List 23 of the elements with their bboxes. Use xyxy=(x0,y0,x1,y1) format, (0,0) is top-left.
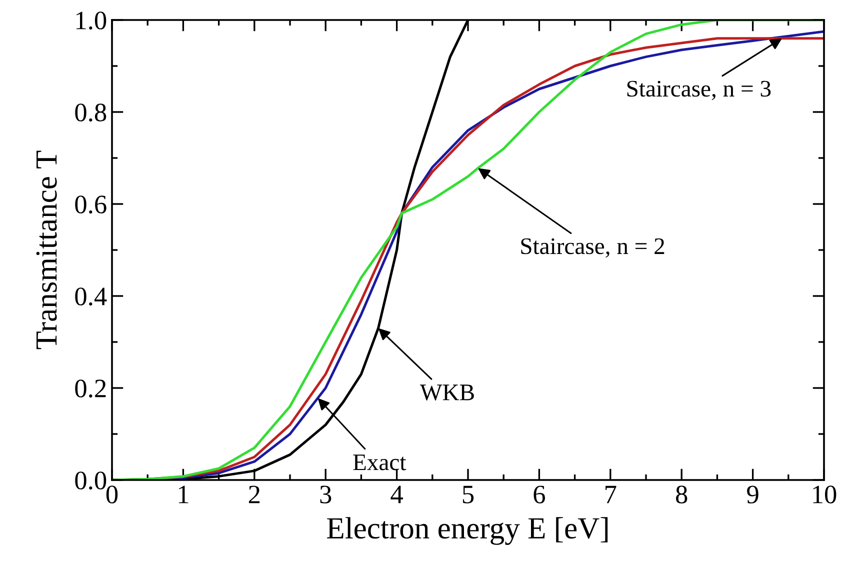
x-tick-label: 9 xyxy=(747,486,758,504)
annotation: Staircase, n = 2 xyxy=(521,238,664,258)
x-tick-label: 4 xyxy=(390,486,403,504)
y-axis-title: Transmittance T xyxy=(36,150,57,350)
x-tick-label: 3 xyxy=(320,486,332,504)
x-tick-label: 1 xyxy=(178,486,188,504)
y-tick-label: 0.0 xyxy=(75,472,106,490)
annotation: Exact xyxy=(353,454,406,470)
y-tick-label: 0.4 xyxy=(75,288,107,306)
annotation: WKB xyxy=(420,384,474,400)
x-tick-label: 8 xyxy=(676,486,688,504)
y-tick-label: 0.2 xyxy=(75,380,106,398)
x-axis-title: Electron energy E [eV] xyxy=(327,517,608,545)
x-tick-label: 10 xyxy=(813,486,836,504)
x-tick-label: 0 xyxy=(106,486,118,504)
x-tick-label: 5 xyxy=(462,486,474,504)
y-tick-label: 1.0 xyxy=(76,12,106,30)
x-tick-label: 7 xyxy=(606,486,616,504)
y-tick-label: 0.6 xyxy=(75,196,106,214)
x-tick-label: 6 xyxy=(534,486,546,504)
x-tick-label: 2 xyxy=(248,486,260,504)
annotation: Staircase, n = 3 xyxy=(627,80,771,100)
y-tick-label: 0.8 xyxy=(75,104,106,122)
